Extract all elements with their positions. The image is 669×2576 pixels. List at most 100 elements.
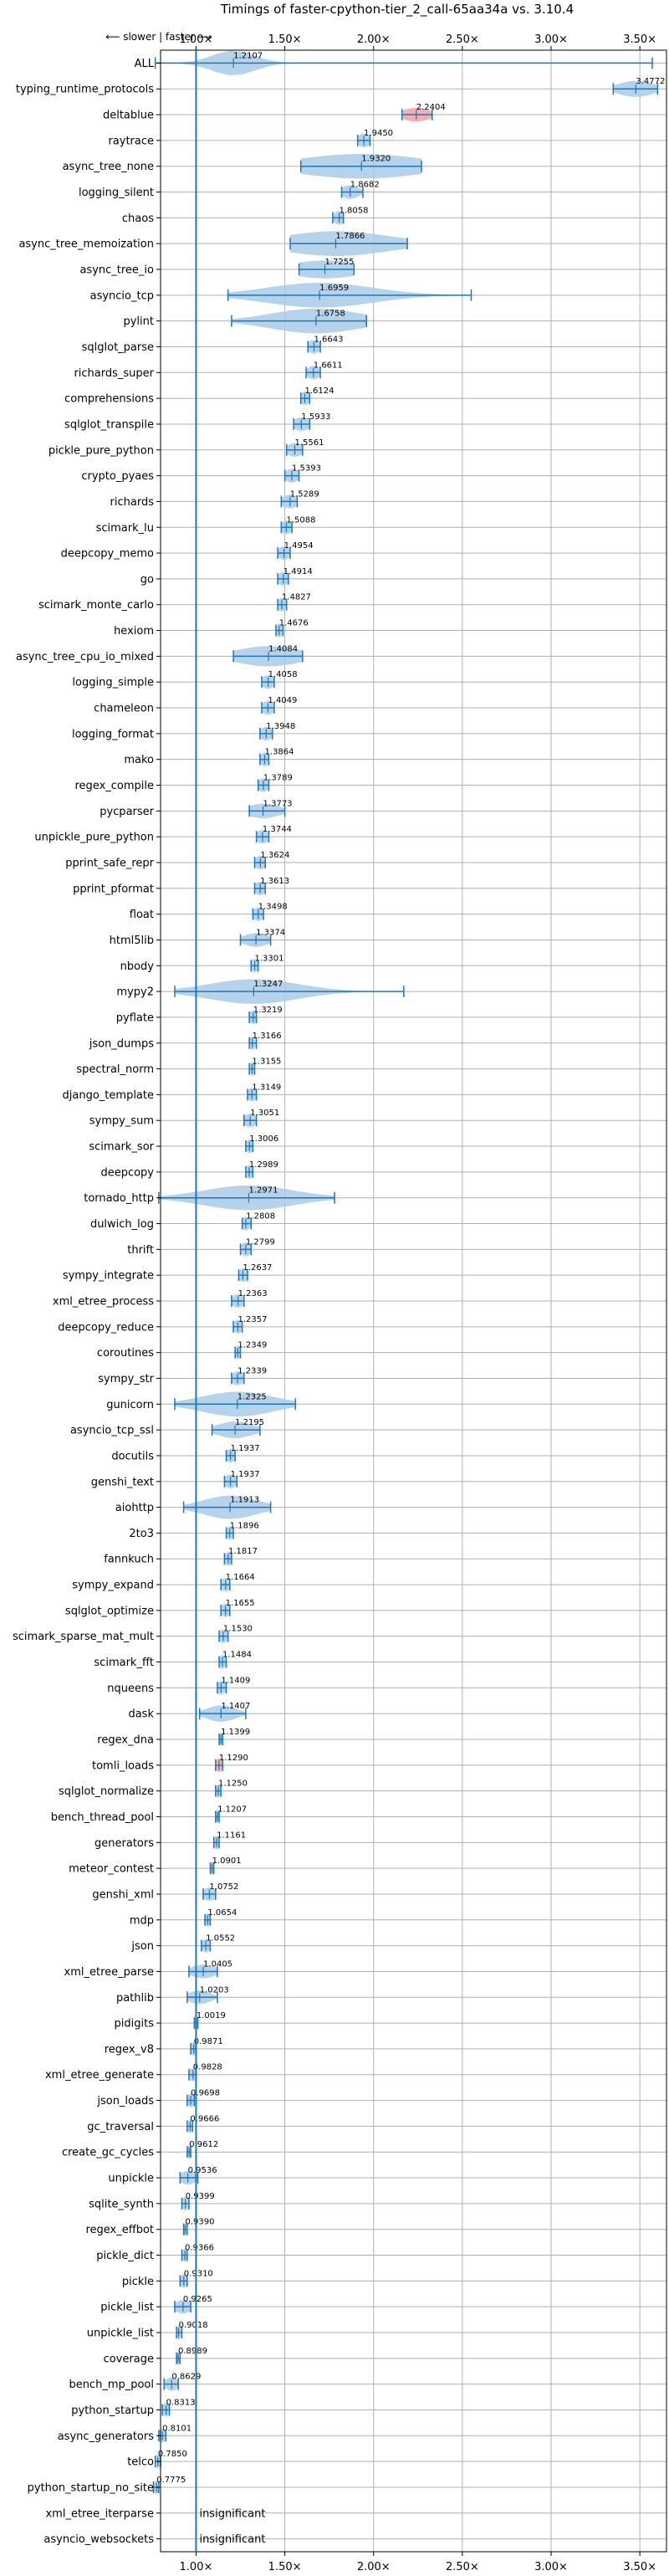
benchmark-label: sqlglot_normalize <box>59 1785 154 1798</box>
benchmark-label: logging_simple <box>72 677 154 689</box>
value-label: 1.0552 <box>206 1934 235 1944</box>
value-label: 1.1207 <box>217 1805 247 1814</box>
benchmark-label: pyflate <box>116 1011 154 1024</box>
benchmark-label: ALL <box>135 58 155 70</box>
value-label: 1.3006 <box>249 1134 278 1144</box>
benchmark-label: asyncio_tcp_ssl <box>70 1425 154 1437</box>
benchmark-label: sqlglot_parse <box>82 341 154 354</box>
benchmark-label: coverage <box>104 2353 154 2365</box>
value-label: 3.4772 <box>636 77 665 86</box>
benchmark-label: pickle <box>122 2276 154 2288</box>
value-label: 1.5561 <box>295 438 324 448</box>
value-label: 1.2195 <box>235 1418 264 1427</box>
value-label: 1.4914 <box>283 567 313 576</box>
value-label: 1.0752 <box>209 1882 238 1892</box>
benchmark-label: logging_format <box>72 728 154 740</box>
value-label: 1.2107 <box>233 51 263 60</box>
value-label: 0.9536 <box>188 2166 217 2175</box>
benchmark-label: sqlite_synth <box>89 2198 154 2210</box>
benchmark-label: chameleon <box>94 703 154 715</box>
value-label: 0.9018 <box>179 2321 208 2330</box>
grid-lines <box>161 50 666 2552</box>
x-tick-label-bottom: 3.00× <box>534 2561 568 2573</box>
value-label: 1.4676 <box>279 619 309 628</box>
benchmark-label: regex_dna <box>97 1734 154 1747</box>
value-label: 0.9612 <box>189 2140 218 2149</box>
x-tick-label-top: 2.50× <box>446 33 479 46</box>
value-label: 1.3613 <box>260 877 289 886</box>
x-tick-label-bottom: 2.00× <box>357 2561 391 2573</box>
value-label: 1.5289 <box>290 489 319 499</box>
x-tick-label-top: 1.00× <box>180 33 213 46</box>
value-label: 1.2971 <box>249 1186 278 1196</box>
benchmark-label: 2to3 <box>129 1528 154 1540</box>
benchmark-label: spectral_norm <box>76 1063 154 1076</box>
benchmark-label: crypto_pyaes <box>81 470 154 483</box>
benchmark-label: sympy_sum <box>89 1115 154 1128</box>
value-label: 1.3155 <box>252 1058 281 1067</box>
benchmark-labels: ALL 1.2107 typing_runtime_protocols 3.4772 d… <box>13 51 665 2546</box>
benchmark-label: json_dumps <box>89 1037 154 1050</box>
value-label: 1.2357 <box>237 1315 267 1324</box>
benchmark-label: aiohttp <box>115 1502 154 1514</box>
benchmark-label: dulwich_log <box>90 1218 154 1231</box>
value-label: 1.2808 <box>246 1212 275 1221</box>
benchmark-label: pidigits <box>115 2018 155 2031</box>
value-label: 0.9265 <box>183 2295 212 2304</box>
x-tick-label-top: 1.50× <box>268 33 302 46</box>
benchmark-label: regex_effbot <box>85 2224 154 2236</box>
value-label: 1.4058 <box>268 670 298 679</box>
benchmark-label: sqlglot_optimize <box>65 1605 154 1617</box>
value-label: 0.9310 <box>184 2269 213 2278</box>
value-label: 1.3247 <box>253 980 283 989</box>
benchmark-label: unpickle <box>108 2173 154 2185</box>
benchmark-label: asyncio_tcp <box>90 289 154 302</box>
benchmark-label: python_startup <box>71 2404 154 2417</box>
benchmark-label: xml_etree_process <box>53 1296 154 1308</box>
insignificant-label: insignificant <box>199 2507 265 2520</box>
benchmark-label: mypy2 <box>116 986 154 999</box>
benchmark-label: thrift <box>127 1244 154 1257</box>
benchmark-label: xml_etree_parse <box>64 1966 154 1979</box>
benchmark-label: telco <box>127 2456 154 2469</box>
benchmark-label: mdp <box>130 1914 154 1927</box>
benchmark-label: scimark_sparse_mat_mult <box>13 1631 154 1643</box>
benchmark-label: scimark_fft <box>94 1657 154 1669</box>
benchmark-label: deepcopy <box>100 1166 154 1179</box>
value-label: 1.1484 <box>222 1651 252 1660</box>
benchmark-label: go <box>140 573 154 586</box>
benchmark-label: django_template <box>63 1089 154 1102</box>
value-label: 1.6611 <box>314 361 343 370</box>
value-label: 0.9871 <box>194 2037 223 2046</box>
benchmark-label: xml_etree_generate <box>45 2069 154 2082</box>
value-label: 0.9399 <box>186 2192 215 2201</box>
benchmark-label: async_tree_memoization <box>18 238 154 251</box>
benchmark-label: sympy_expand <box>72 1580 154 1592</box>
benchmark-label: regex_compile <box>74 780 154 792</box>
benchmark-label: sympy_str <box>98 1373 154 1385</box>
value-label: 1.1161 <box>217 1831 246 1840</box>
value-label: 1.8058 <box>340 206 369 215</box>
benchmark-label: xml_etree_iterparse <box>45 2507 154 2520</box>
value-label: 1.3301 <box>255 954 284 963</box>
value-label: 1.1530 <box>223 1625 253 1634</box>
benchmark-label: async_generators <box>58 2430 155 2443</box>
benchmark-label: richards_super <box>74 367 154 380</box>
x-tick-label-top: 2.00× <box>357 33 391 46</box>
benchmark-label: html5lib <box>110 935 154 947</box>
value-label: 1.2325 <box>237 1392 267 1401</box>
value-label: 1.3948 <box>266 722 295 731</box>
value-label: 1.8682 <box>350 181 380 190</box>
value-label: 0.9698 <box>191 2089 220 2098</box>
benchmark-label: comprehensions <box>64 393 154 406</box>
benchmark-label: sqlglot_transpile <box>64 418 154 431</box>
value-label: 1.0019 <box>197 2011 226 2020</box>
value-label: 1.1290 <box>219 1754 248 1763</box>
x-tick-label-bottom: 3.50× <box>623 2561 656 2573</box>
benchmark-label: nqueens <box>107 1682 154 1695</box>
benchmark-label: scimark_sor <box>89 1141 154 1154</box>
value-label: 1.1399 <box>221 1728 250 1737</box>
benchmark-label: pathlib <box>116 1992 154 2005</box>
direction-hint: ⟵ slower | faster ⟶ <box>105 31 212 43</box>
x-tick-label-bottom: 2.50× <box>446 2561 479 2573</box>
